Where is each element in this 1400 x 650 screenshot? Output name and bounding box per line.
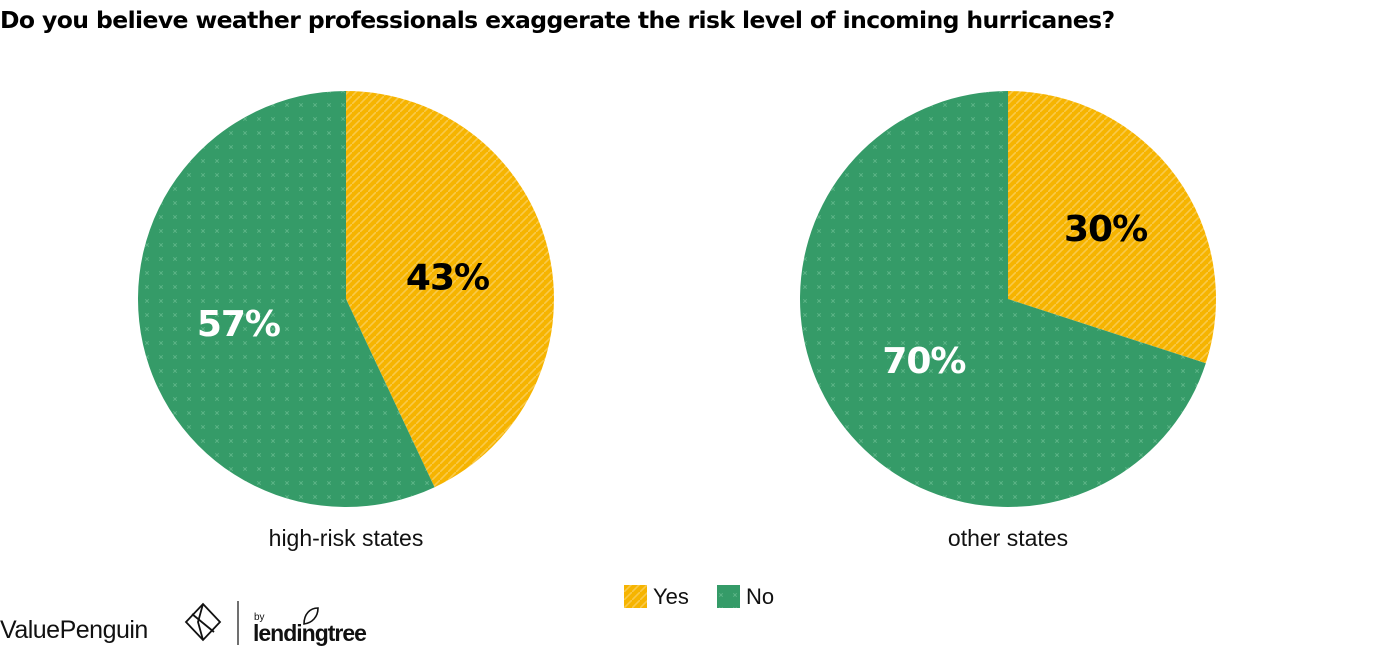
pie-slice-yes bbox=[346, 91, 554, 488]
pie-slice-no bbox=[137, 90, 435, 507]
pie-slice-yes bbox=[1008, 91, 1217, 364]
pie-data-label-yes: 43% bbox=[406, 257, 489, 298]
lendingtree-wordmark: lendingtree bbox=[253, 620, 366, 646]
pie-chart-high-risk-states: 43% 57% bbox=[137, 90, 554, 507]
pie-data-label-no: 57% bbox=[197, 304, 280, 345]
legend: Yes No bbox=[624, 584, 774, 609]
pie-caption-high-risk-states: high-risk states bbox=[269, 525, 424, 551]
pie-caption-other-states: other states bbox=[948, 525, 1068, 551]
valuepenguin-logo-icon bbox=[184, 602, 222, 642]
brand-logo: ValuePenguin by lendingtree bbox=[0, 601, 367, 646]
pie-data-label-no: 70% bbox=[882, 341, 965, 382]
pie-chart-other-states: 30% 70% bbox=[800, 91, 1217, 508]
legend-label-yes: Yes bbox=[653, 584, 689, 609]
lendingtree-leaf-icon bbox=[303, 607, 319, 625]
pie-slice-no bbox=[800, 91, 1206, 508]
legend-swatch-yes bbox=[624, 585, 647, 608]
legend-label-no: No bbox=[746, 584, 774, 609]
chart-title: Do you believe weather professionals exa… bbox=[0, 6, 1115, 34]
valuepenguin-wordmark: ValuePenguin bbox=[0, 616, 148, 644]
pie-data-label-yes: 30% bbox=[1064, 209, 1147, 250]
brand-by-label: by bbox=[254, 612, 265, 623]
legend-swatch-no bbox=[717, 585, 740, 608]
